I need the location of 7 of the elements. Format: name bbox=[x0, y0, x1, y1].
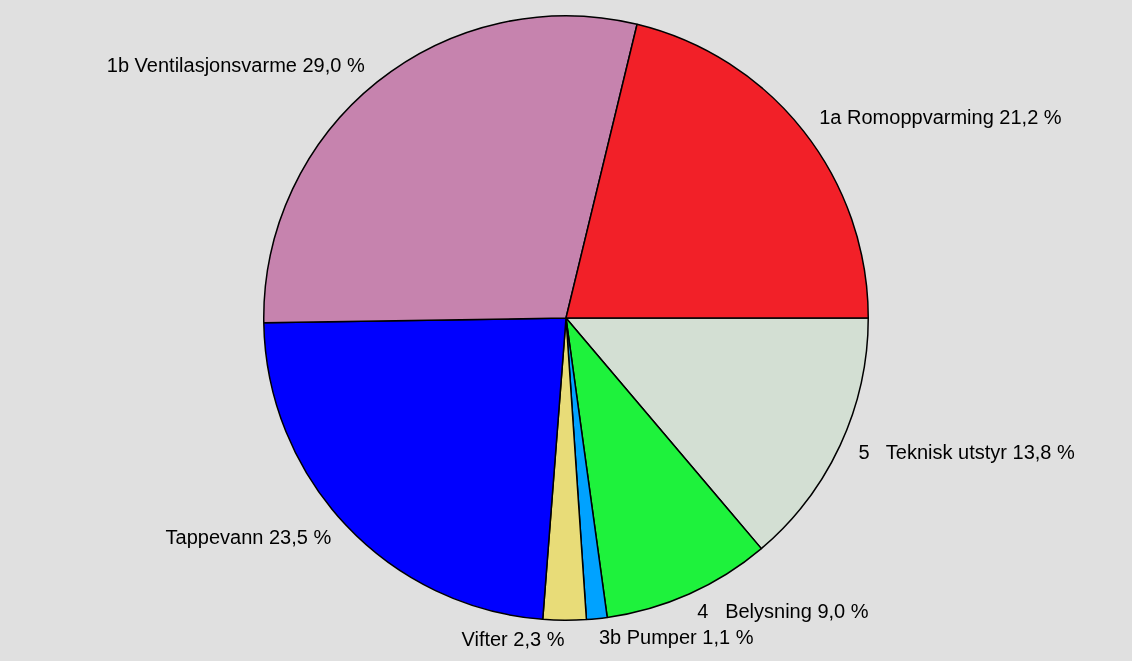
slice-label: Tappevann 23,5 % bbox=[165, 526, 332, 549]
slice-label: 1a Romoppvarming 21,2 % bbox=[819, 106, 1062, 129]
slice-label: 3b Pumper 1,1 % bbox=[598, 626, 754, 649]
slice-label: Vifter 2,3 % bbox=[461, 627, 565, 650]
slice-label: 1b Ventilasjonsvarme 29,0 % bbox=[106, 53, 365, 76]
slice-label: 5 Teknisk utstyr 13,8 % bbox=[858, 441, 1075, 464]
slice-label: 4 Belysning 9,0 % bbox=[697, 599, 869, 622]
